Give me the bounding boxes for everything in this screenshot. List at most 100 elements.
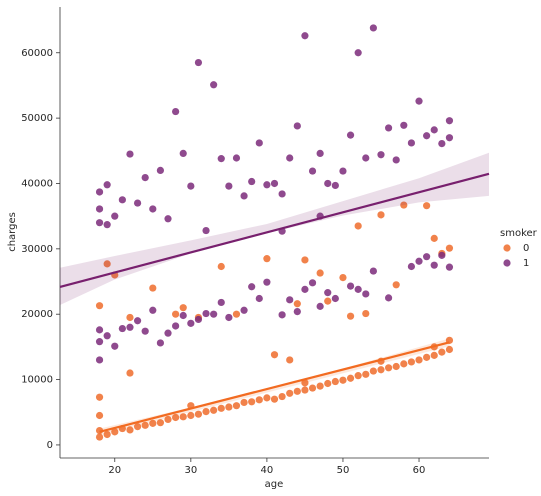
point <box>301 256 309 264</box>
point <box>384 124 393 132</box>
point <box>95 356 104 364</box>
point <box>103 430 111 439</box>
regression-line <box>59 172 490 288</box>
point <box>179 413 187 421</box>
point <box>240 306 248 314</box>
point <box>423 202 431 210</box>
point <box>423 353 431 361</box>
point <box>430 351 438 359</box>
point <box>111 428 119 436</box>
point <box>278 392 286 401</box>
point <box>126 150 134 158</box>
point <box>415 356 423 364</box>
point <box>95 188 104 196</box>
point <box>217 404 225 412</box>
point <box>202 226 210 235</box>
point <box>141 173 149 182</box>
point <box>331 377 339 386</box>
point <box>95 205 104 213</box>
point <box>263 394 271 402</box>
point <box>194 410 203 418</box>
point <box>407 358 416 366</box>
point <box>103 181 111 189</box>
point <box>149 306 157 314</box>
point <box>164 215 172 223</box>
point <box>438 348 446 356</box>
point <box>339 274 347 282</box>
point <box>248 398 256 406</box>
point <box>187 411 195 420</box>
point <box>430 234 438 242</box>
point <box>133 199 142 207</box>
point <box>308 279 317 287</box>
legend-marker <box>503 244 511 252</box>
legend-label: 1 <box>523 258 529 269</box>
point <box>377 211 385 219</box>
point <box>308 384 317 392</box>
point <box>293 307 301 316</box>
point <box>400 201 408 209</box>
point <box>286 154 294 162</box>
point <box>400 121 408 129</box>
point <box>156 339 165 347</box>
point <box>354 49 362 57</box>
point <box>407 139 416 147</box>
point <box>270 179 279 188</box>
point <box>164 329 172 337</box>
point <box>430 261 438 269</box>
point <box>95 411 104 420</box>
point <box>126 369 134 377</box>
point <box>95 433 104 441</box>
point <box>445 263 454 271</box>
point <box>95 338 104 346</box>
point <box>141 421 149 429</box>
point <box>133 317 142 325</box>
point <box>225 403 233 411</box>
point <box>286 389 294 397</box>
point <box>210 310 218 318</box>
point <box>346 131 355 139</box>
point <box>354 285 362 293</box>
y-tick-label: 30000 <box>21 244 53 255</box>
point <box>301 32 309 40</box>
point <box>392 156 400 164</box>
point <box>270 395 279 403</box>
point <box>202 407 210 416</box>
point <box>232 402 241 410</box>
point <box>240 398 248 407</box>
point <box>392 362 400 371</box>
point <box>331 294 339 303</box>
point <box>95 219 104 227</box>
point <box>255 294 263 303</box>
point <box>316 382 324 390</box>
point <box>270 351 279 359</box>
point <box>377 366 385 374</box>
legend-label: 0 <box>523 243 529 254</box>
point <box>210 406 218 414</box>
point <box>149 284 157 292</box>
point <box>445 345 454 354</box>
point <box>339 167 347 175</box>
point <box>194 315 203 324</box>
point <box>278 311 286 319</box>
point <box>217 155 225 163</box>
point <box>445 134 454 142</box>
point <box>445 244 454 252</box>
y-tick-label: 60000 <box>21 48 53 59</box>
point <box>293 122 301 130</box>
point <box>369 267 377 275</box>
point <box>377 151 385 159</box>
point <box>263 255 271 263</box>
point <box>95 393 104 401</box>
x-tick-label: 30 <box>184 465 197 476</box>
point <box>430 126 438 134</box>
y-tick-label: 50000 <box>21 113 53 124</box>
point <box>217 262 225 271</box>
point <box>407 262 416 271</box>
point <box>232 154 241 162</box>
point <box>286 296 294 304</box>
point <box>384 364 393 372</box>
point <box>324 289 332 297</box>
point <box>255 396 263 404</box>
